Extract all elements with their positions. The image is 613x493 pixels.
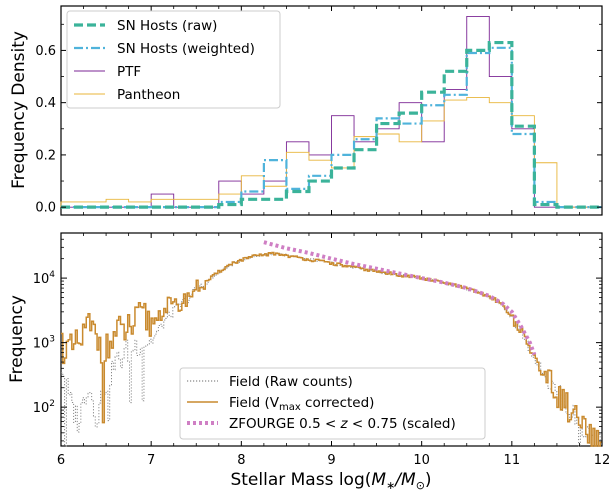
bottom-x-tick-label: 7 [147, 453, 155, 468]
top-legend-label: Pantheon [117, 87, 180, 103]
legend-label-part: ZFOURGE 0.5 < [229, 416, 341, 432]
bottom-x-axis-label: Stellar Mass log(M∗/M⊙) [230, 470, 431, 492]
bottom-x-tick-label: 9 [327, 453, 335, 468]
tick-exponent: 3 [49, 335, 55, 345]
bottom-y-tick-label: 104 [33, 270, 56, 287]
bottom-legend: Field (Raw counts) Field (Vmax corrected)… [179, 367, 486, 440]
tick-base: 10 [33, 272, 50, 287]
top-y-tick-label: 0.6 [35, 44, 56, 59]
top-panel: 0.0 0.2 0.4 0.6 Frequency Density SN Hosts … [9, 5, 603, 216]
top-series-sn-hosts-raw- [61, 40, 602, 209]
bottom-legend-label: ZFOURGE 0.5 < z < 0.75 (scaled) [229, 416, 456, 432]
x-label-end: ) [425, 470, 432, 490]
bottom-x-tick-label: 10 [413, 453, 430, 468]
top-y-tick-label: 0.4 [35, 96, 56, 111]
tick-exponent: 2 [49, 399, 55, 409]
legend-label-part: < 0.75 (scaled) [348, 416, 456, 432]
legend-label-part: Field (Raw counts) [229, 374, 353, 390]
tick-exponent: 4 [49, 270, 55, 280]
bottom-legend-box [179, 367, 486, 440]
bottom-legend-label: Field (Raw counts) [229, 374, 353, 390]
bottom-y-axis-label: Frequency [7, 295, 27, 383]
x-label-start: Stellar Mass log( [230, 470, 371, 490]
tick-base: 10 [33, 337, 50, 352]
legend-label-part: Field (V [229, 395, 280, 411]
top-y-tick-label: 0.2 [35, 148, 56, 163]
top-series-group [60, 16, 602, 209]
tick-base: 10 [33, 401, 50, 416]
x-label-sub1: ∗ [386, 479, 395, 492]
top-axes: 0.0 0.2 0.4 0.6 [35, 6, 603, 216]
legend-label-math: z [340, 416, 349, 432]
bottom-x-tick-label: 8 [237, 453, 245, 468]
bottom-x-tick-label: 6 [57, 453, 65, 468]
bottom-series-group [61, 240, 602, 447]
bottom-series-field-vmax [61, 251, 602, 447]
legend-label-part: corrected) [301, 395, 375, 411]
top-y-tick-label: 0.0 [35, 201, 56, 216]
x-label-sub2: ⊙ [416, 479, 425, 492]
x-label-m1: M [371, 470, 386, 490]
bottom-y-tick-label: 103 [33, 335, 55, 352]
x-label-m2: /M [393, 470, 416, 490]
top-legend: SN Hosts (raw) SN Hosts (weighted) PTF Pant… [66, 10, 281, 109]
bottom-x-tick-label: 11 [504, 453, 521, 468]
top-legend-label: SN Hosts (raw) [117, 18, 217, 34]
top-legend-label: PTF [117, 64, 141, 80]
top-y-axis-label: Frequency Density [9, 31, 29, 189]
top-series-pantheon [60, 96, 602, 208]
bottom-legend-label: Field (Vmax corrected) [229, 395, 374, 413]
bottom-x-tick-label: 12 [594, 453, 611, 468]
top-legend-box [66, 10, 281, 109]
bottom-y-tick-label: 102 [33, 399, 55, 416]
top-legend-label: SN Hosts (weighted) [117, 41, 255, 57]
legend-label-subscript: max [279, 402, 301, 413]
